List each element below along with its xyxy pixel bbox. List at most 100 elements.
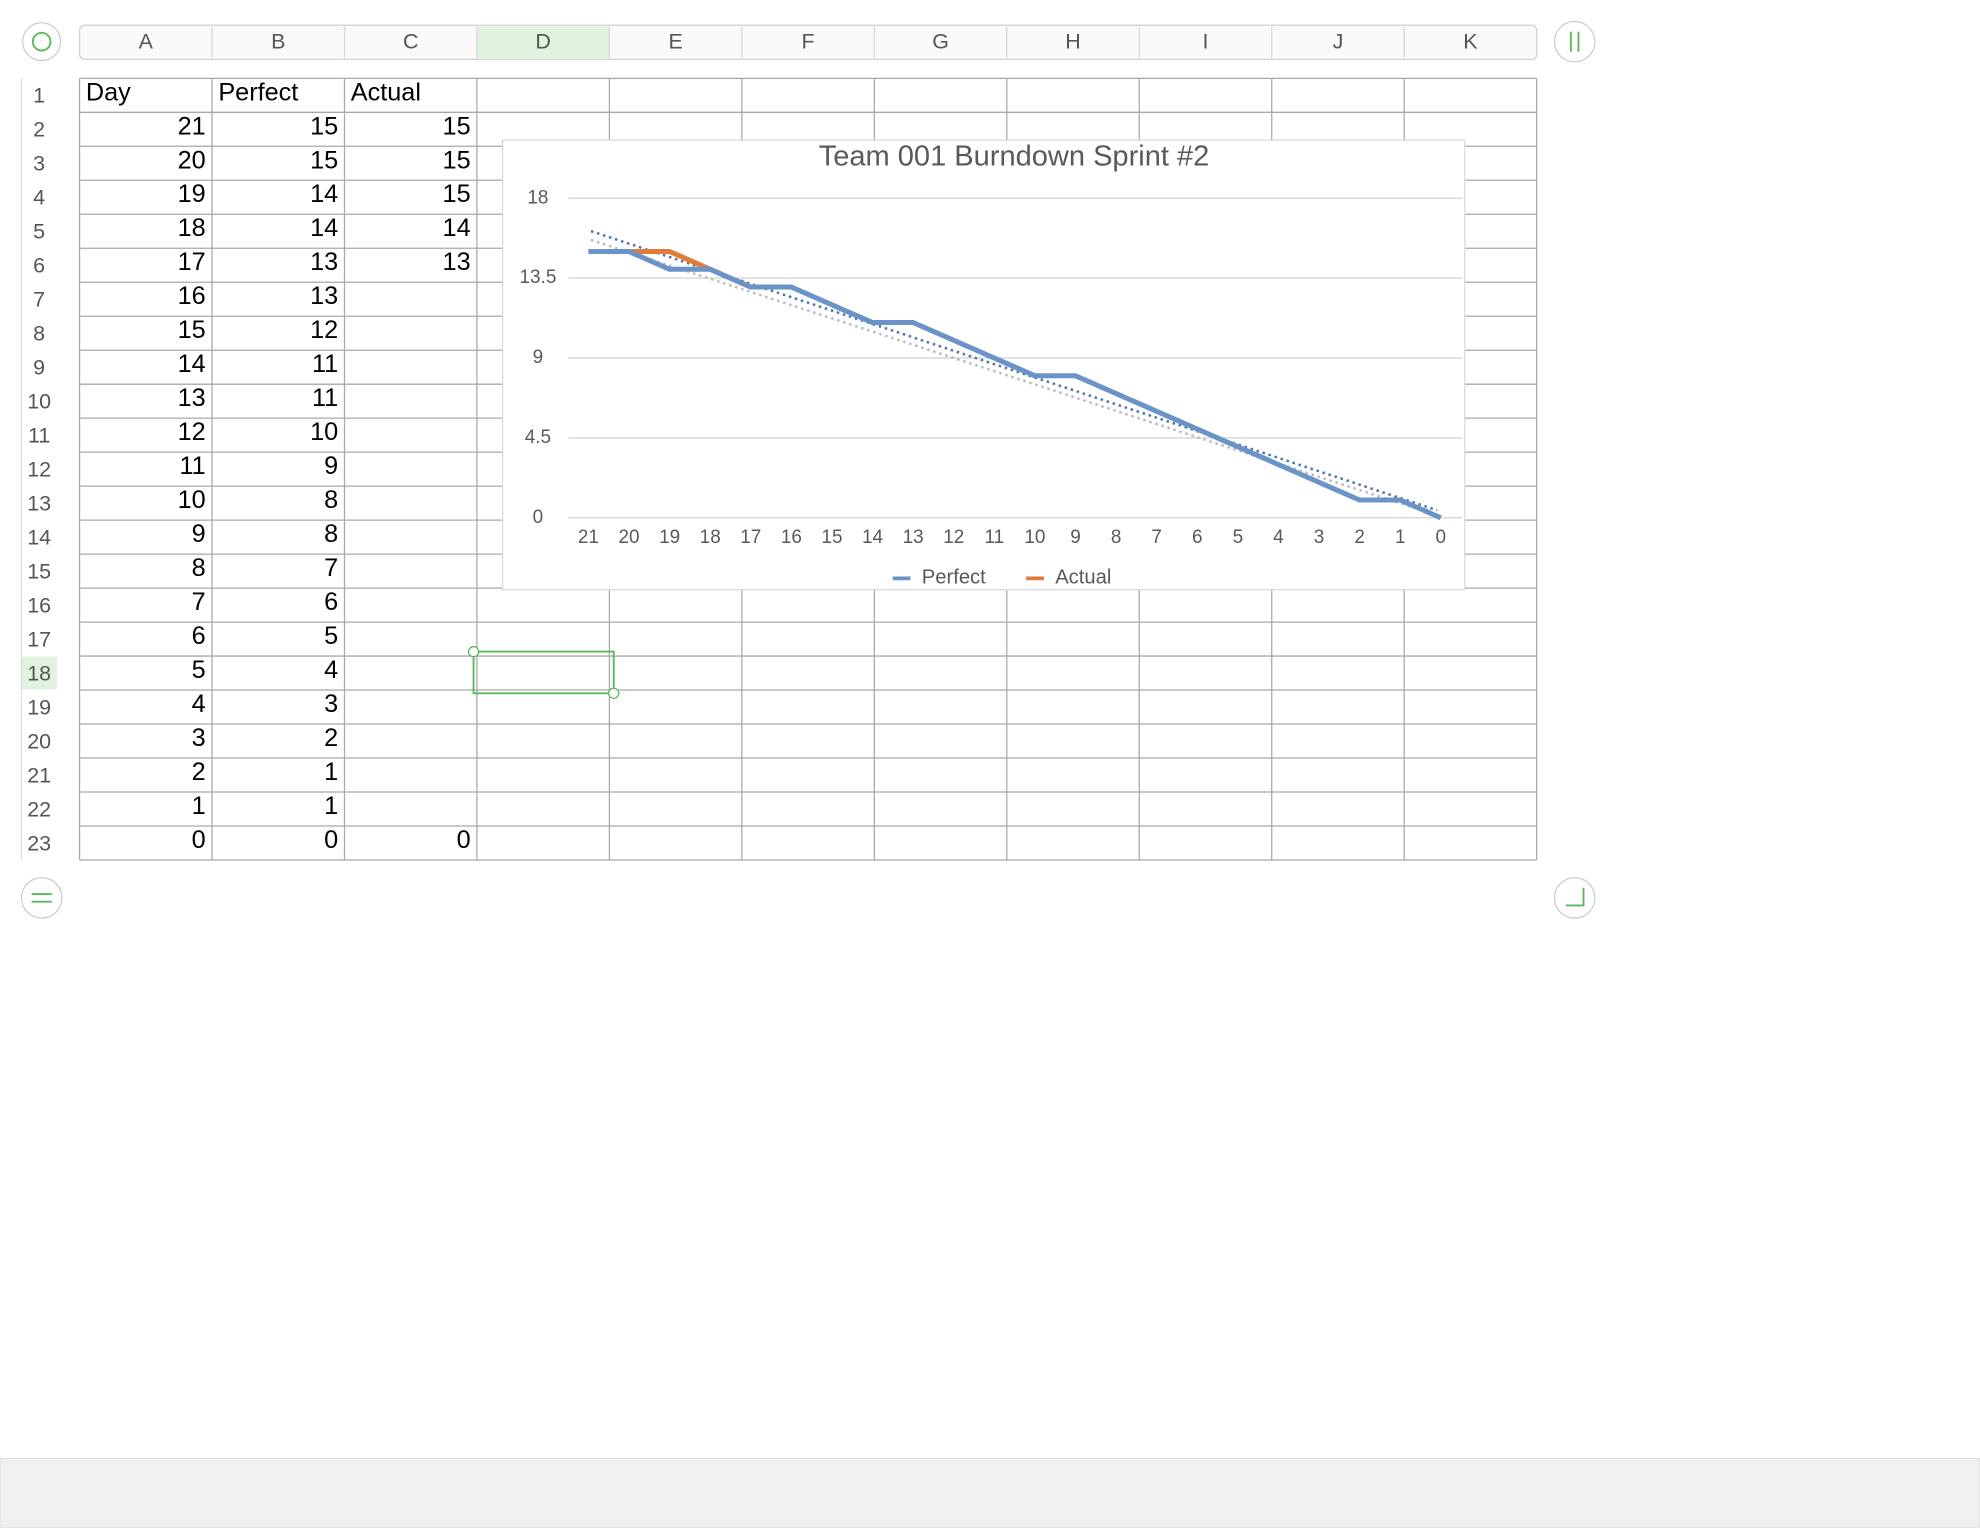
row-header: 20 [27, 729, 51, 753]
cell: 9 [192, 520, 206, 548]
chart: Team 001 Burndown Sprint #2 04.5913.5182… [501, 139, 1466, 591]
column-header: K [1463, 30, 1478, 54]
cell: 11 [179, 452, 205, 480]
legend-label: Perfect [922, 567, 986, 589]
row-header: 16 [27, 593, 51, 617]
cell: 11 [312, 350, 338, 378]
y-tick-label: 0 [533, 507, 544, 528]
column-resize-button[interactable] [1553, 20, 1596, 63]
chart-frame [501, 139, 1466, 591]
y-tick-label: 4.5 [525, 427, 551, 448]
row-header: 4 [33, 186, 45, 210]
cell: 8 [324, 520, 338, 548]
row-header: 22 [27, 797, 51, 821]
cell: 11 [312, 384, 338, 412]
x-tick-label: 12 [943, 527, 964, 548]
column-header-bar [78, 24, 1538, 61]
cell: 8 [192, 554, 206, 582]
x-tick-label: 19 [659, 527, 680, 548]
row-header: 13 [27, 492, 51, 516]
cell: 8 [324, 486, 338, 514]
x-tick-label: 18 [700, 527, 721, 548]
x-tick-label: 2 [1354, 527, 1365, 548]
cell: 1 [324, 758, 338, 786]
column-header: F [802, 30, 815, 54]
x-tick-label: 9 [1070, 527, 1081, 548]
cell: 13 [178, 384, 206, 412]
cell: 6 [324, 588, 338, 616]
cell: 13 [310, 248, 338, 276]
cell: 9 [324, 452, 338, 480]
cell: 3 [192, 724, 206, 752]
cell: Perfect [218, 78, 298, 106]
x-tick-label: 11 [984, 527, 1004, 548]
y-tick-label: 9 [533, 347, 544, 368]
selection-handle[interactable] [467, 645, 480, 658]
row-header: 12 [27, 458, 51, 482]
cell: 12 [178, 418, 206, 446]
selected-column-highlight [477, 26, 610, 59]
x-tick-label: 21 [578, 527, 599, 548]
cell: 14 [178, 350, 206, 378]
cell: 6 [192, 622, 206, 650]
column-header: H [1065, 30, 1080, 54]
row-header: 8 [33, 322, 45, 346]
selection-handle[interactable] [608, 687, 620, 699]
x-tick-label: 13 [903, 527, 924, 548]
x-tick-label: 17 [740, 527, 761, 548]
row-header: 17 [27, 627, 51, 651]
x-tick-label: 10 [1024, 527, 1045, 548]
x-tick-label: 14 [862, 527, 883, 548]
x-tick-label: 0 [1436, 527, 1447, 548]
row-header: 11 [28, 424, 50, 448]
x-tick-label: 5 [1233, 527, 1244, 548]
column-header: I [1203, 30, 1209, 54]
column-header: G [932, 30, 949, 54]
series-line [588, 249, 1442, 521]
table-resize-icon [1565, 887, 1585, 907]
row-resize-button[interactable] [20, 877, 63, 919]
cell: 14 [310, 180, 338, 208]
cell: 16 [178, 282, 206, 310]
cell: 12 [310, 316, 338, 344]
cell: Actual [351, 78, 421, 106]
cell: 15 [443, 112, 471, 140]
x-tick-label: 3 [1314, 527, 1325, 548]
bottom-bar [0, 1457, 1980, 1528]
cell: 19 [178, 180, 206, 208]
table-resize-button[interactable] [1553, 877, 1596, 919]
y-tick-label: 13.5 [520, 267, 557, 288]
row-header: 7 [33, 288, 45, 312]
cell: 20 [178, 146, 206, 174]
cell: 15 [178, 316, 206, 344]
cell: 15 [310, 112, 338, 140]
x-tick-label: 8 [1111, 527, 1122, 548]
cell: 4 [324, 656, 338, 684]
row-header: 21 [27, 763, 51, 787]
cell: 1 [192, 792, 206, 820]
cell: 7 [192, 588, 206, 616]
select-all-button[interactable] [22, 22, 62, 62]
row-header: 6 [33, 254, 45, 278]
row-header: 9 [33, 356, 45, 380]
cell: 4 [192, 690, 206, 718]
chart-title: Team 001 Burndown Sprint #2 [819, 141, 1210, 173]
cell: 13 [310, 282, 338, 310]
column-header: D [535, 30, 551, 54]
cell: 2 [324, 724, 338, 752]
select-all-icon [31, 31, 52, 52]
x-tick-label: 1 [1395, 527, 1406, 548]
row-header: 15 [27, 559, 51, 583]
row-header: 10 [27, 390, 51, 414]
cell: 5 [192, 656, 206, 684]
cell: 2 [192, 758, 206, 786]
row-header: 18 [27, 661, 51, 685]
y-tick-label: 18 [527, 187, 548, 208]
cell: 18 [178, 214, 206, 242]
column-header: J [1333, 30, 1344, 54]
row-header: 5 [33, 220, 45, 244]
x-tick-label: 16 [781, 527, 802, 548]
row-header: 1 [33, 84, 45, 108]
